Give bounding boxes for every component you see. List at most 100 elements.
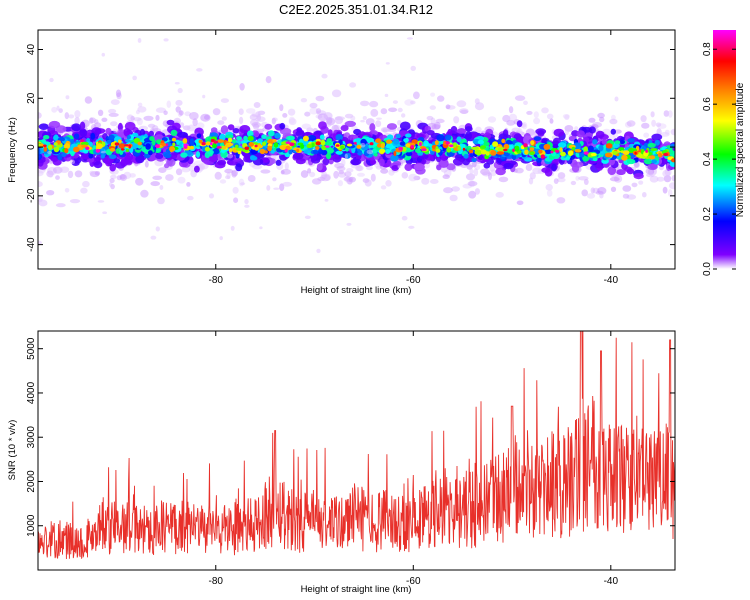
heatmap-cell [177,176,186,184]
heatmap-cell [109,182,113,187]
heatmap-cell [166,158,176,167]
heatmap-cell [526,163,533,171]
heatmap-cell [354,141,357,145]
heatmap-cell [426,115,434,121]
heatmap-cell [219,133,226,141]
heatmap-cell [128,144,132,149]
heatmap-cell [385,143,392,149]
heatmap-cell [488,172,492,181]
heatmap-cell [523,100,528,106]
heatmap-cell [386,139,393,144]
heatmap-cell [266,185,271,191]
heatmap-cell [259,148,266,155]
heatmap-cell [248,142,254,147]
heatmap-cell [189,145,195,150]
heatmap-cell [302,135,309,142]
heatmap-cell [325,145,330,148]
heatmap-cell [581,189,588,197]
heatmap-cell [95,149,101,153]
colorbar-ticks: 0.0 0.2 0.4 0.6 0.8 [702,42,736,276]
heatmap-cell [397,107,403,113]
heatmap-cell [219,179,227,184]
heatmap-cell [201,142,206,146]
heatmap-cell [401,113,406,118]
heatmap-cell [626,158,636,165]
heatmap-cell [362,115,367,120]
heatmap-cell [596,159,603,166]
heatmap-cell [533,117,541,125]
heatmap-cell [370,159,377,165]
heatmap-cell [148,130,154,137]
heatmap-cell [300,170,309,178]
heatmap-cell [618,147,625,152]
heatmap-cell [376,143,382,148]
heatmap-cell [530,140,535,146]
heatmap-cell [449,194,458,202]
heatmap-cell [533,136,542,142]
heatmap-cell [253,102,261,108]
heatmap-cell [311,142,315,148]
heatmap-cell [588,117,596,123]
heatmap-cell [64,112,70,120]
heatmap-cell [69,159,76,165]
heatmap-cell [609,118,618,125]
heatmap-cell [67,170,74,179]
heatmap-cell [651,159,657,164]
heatmap-cell [369,123,376,132]
heatmap-cell [378,148,386,154]
heatmap-cell [346,168,354,173]
heatmap-cell [413,163,425,171]
heatmap-cell [466,164,473,170]
heatmap-cell [587,145,594,153]
snr-y-tick-label: 3000 [26,426,37,449]
heatmap-cell [508,106,514,114]
heatmap-cell [656,176,665,182]
heatmap-cell [462,147,466,151]
heatmap-cell [83,149,89,154]
heatmap-cell [264,150,268,154]
heatmap-cell [405,133,412,138]
heatmap-cell [144,161,149,168]
heatmap-cell [232,186,239,194]
heatmap-cell [643,132,650,138]
heatmap-cell [81,144,88,148]
heatmap-cell [605,143,613,149]
heatmap-cell [502,114,511,123]
heatmap-cell [483,141,490,147]
heatmap-cell [473,168,479,177]
heatmap-cell [212,143,217,148]
heatmap-cell [53,146,60,153]
heatmap-cell [459,108,469,114]
colorbar-tick-label: 0.2 [702,207,713,221]
heatmap-cell [343,176,354,182]
heatmap-cell [655,122,662,127]
heatmap-cell [217,120,225,125]
heatmap-cell [186,124,197,132]
heatmap-cell [479,145,487,149]
heatmap-cell [446,147,452,153]
heatmap-cell [307,168,312,174]
snr-x-tick-label: -40 [604,576,619,587]
heatmap-cell [456,100,467,108]
heatmap-cell [481,149,487,155]
heatmap-cell [391,165,399,171]
heatmap-cell [79,128,88,137]
heatmap-cell [133,117,142,122]
heatmap-cell [645,149,648,153]
heatmap-cell [590,187,595,194]
heatmap-cell [61,151,67,158]
heatmap-cell [529,172,536,180]
heatmap-cell [157,197,165,205]
heatmap-cell [364,179,372,187]
heatmap-cell [172,142,176,147]
heatmap-cell [599,192,604,199]
heatmap-cell [109,178,115,184]
heatmap-cell [150,181,160,187]
heatmap-cell [640,115,647,123]
heatmap-cell [318,121,327,130]
heatmap-cell [650,148,658,151]
heatmap-cell [664,129,670,135]
heatmap-cell [333,170,339,179]
heatmap-cell [576,130,585,138]
heatmap-cell [179,122,185,128]
